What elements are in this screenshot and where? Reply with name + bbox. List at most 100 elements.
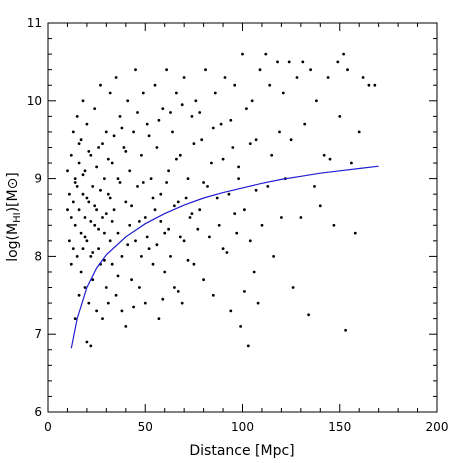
data-point: [336, 60, 340, 64]
data-point: [157, 317, 161, 320]
data-point: [130, 278, 134, 282]
data-point: [132, 305, 136, 309]
data-point: [225, 251, 229, 254]
data-point: [178, 235, 182, 239]
data-point: [280, 216, 283, 219]
data-point: [165, 68, 169, 72]
data-point: [159, 192, 163, 196]
data-point: [89, 255, 93, 258]
data-point: [106, 301, 110, 305]
data-point: [71, 200, 75, 204]
data-point: [75, 255, 79, 258]
data-point: [256, 301, 260, 305]
axis-ticks: 0 50 100 150 200 6 7 8 9 10 11: [27, 16, 449, 434]
data-point: [211, 293, 215, 297]
data-point: [73, 181, 77, 184]
data-point: [357, 130, 361, 134]
y-tick-label: 8: [34, 249, 42, 263]
data-point: [243, 290, 246, 293]
data-point: [237, 165, 241, 169]
data-point: [291, 286, 295, 289]
data-point: [143, 301, 147, 305]
data-point: [208, 235, 211, 239]
data-point: [147, 247, 151, 251]
data-point: [159, 220, 163, 223]
data-point: [301, 60, 305, 64]
data-point: [124, 200, 128, 204]
data-point: [83, 286, 87, 289]
data-point: [198, 208, 202, 212]
data-point: [155, 243, 159, 247]
data-point: [91, 185, 95, 188]
data-point: [173, 286, 176, 289]
data-point: [248, 142, 252, 146]
data-point: [184, 196, 188, 200]
data-point: [69, 262, 73, 266]
data-point: [250, 99, 254, 103]
data-point: [112, 208, 116, 212]
data-point: [186, 258, 190, 262]
data-point: [95, 309, 98, 313]
x-tick-label: 150: [328, 420, 351, 434]
data-point: [120, 255, 124, 258]
data-point: [114, 293, 118, 297]
data-point: [373, 83, 377, 87]
data-point: [171, 130, 174, 134]
data-point: [138, 286, 141, 289]
data-point: [83, 169, 87, 173]
data-point: [315, 99, 318, 103]
data-point: [112, 134, 116, 138]
data-point: [276, 60, 279, 64]
data-point: [246, 344, 250, 348]
data-point: [118, 181, 122, 184]
data-point: [87, 200, 91, 204]
data-point: [143, 216, 147, 219]
data-point: [73, 317, 77, 320]
data-point: [241, 52, 244, 56]
data-point: [79, 138, 83, 142]
data-point: [252, 270, 256, 274]
data-point: [71, 247, 75, 251]
data-point: [147, 134, 151, 138]
data-point: [260, 223, 264, 227]
data-point: [132, 130, 136, 134]
data-points: [66, 52, 377, 348]
data-point: [87, 150, 91, 153]
data-point: [69, 153, 73, 157]
data-point: [68, 239, 71, 243]
data-point: [136, 111, 139, 114]
data-point: [85, 239, 89, 243]
data-point: [108, 196, 112, 200]
data-point: [295, 76, 299, 79]
data-point: [120, 309, 124, 313]
data-point: [101, 317, 104, 320]
data-point: [81, 173, 85, 177]
x-tick-label: 100: [231, 420, 254, 434]
data-point: [85, 340, 89, 344]
y-label-sub: HI: [12, 212, 23, 222]
data-point: [213, 91, 217, 95]
data-point: [182, 239, 186, 243]
y-tick-label: 7: [34, 327, 42, 341]
data-point: [180, 301, 184, 305]
data-point: [138, 220, 141, 223]
data-point: [79, 270, 83, 274]
data-point: [270, 153, 274, 157]
data-point: [346, 68, 349, 72]
data-point: [83, 235, 87, 239]
data-point: [99, 188, 102, 192]
data-point: [235, 231, 239, 235]
data-point: [103, 258, 106, 262]
data-point: [299, 216, 303, 219]
y-tick-label: 9: [34, 172, 42, 186]
data-point: [93, 223, 97, 227]
data-point: [83, 216, 87, 219]
data-point: [81, 247, 85, 251]
data-point: [318, 204, 322, 208]
data-point: [188, 216, 192, 219]
data-point: [157, 118, 161, 122]
data-point: [104, 130, 108, 134]
data-point: [254, 188, 258, 192]
